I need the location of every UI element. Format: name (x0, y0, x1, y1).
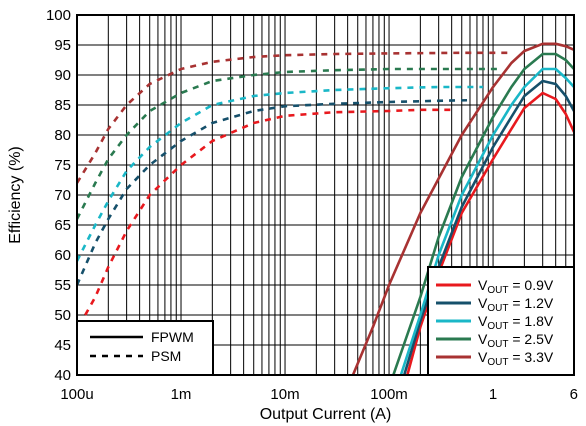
y-tick-label: 40 (54, 367, 71, 384)
y-tick-label: 75 (54, 157, 71, 174)
x-tick-label: 6 (570, 386, 578, 403)
tick-labels: 40 45 50 55 60 65 70 75 80 85 90 95 100 100u 1m 10m 100m… (46, 7, 578, 403)
legend-entry-label: VOUT = 3.3V (478, 349, 554, 368)
series-line-2p5v-fpwm (392, 52, 574, 375)
y-tick-label: 55 (54, 277, 71, 294)
series-line-3p3v-psm (77, 51, 512, 184)
y-tick-label: 85 (54, 97, 71, 114)
y-tick-label: 100 (46, 7, 71, 24)
y-tick-label: 70 (54, 187, 71, 204)
x-tick-label: 1m (171, 386, 192, 403)
y-tick-label: 45 (54, 337, 71, 354)
y-tick-label: 95 (54, 37, 71, 54)
series-line-1p2v-psm (77, 98, 471, 286)
series-line-1p8v-psm (77, 85, 483, 262)
x-tick-label: 100u (60, 386, 93, 403)
y-tick-label: 65 (54, 217, 71, 234)
y-axis-label: Efficiency (%) (7, 146, 24, 244)
legend-entry-label: VOUT = 0.9V (478, 277, 554, 296)
y-tick-label: 80 (54, 127, 71, 144)
legend-mode-label: PSM (151, 348, 181, 364)
y-tick-label: 60 (54, 247, 71, 264)
x-tick-label: 1 (489, 386, 497, 403)
x-tick-label: 100m (370, 386, 408, 403)
legend-entry-label: VOUT = 1.8V (478, 313, 554, 332)
x-tick-label: 10m (270, 386, 299, 403)
series-line-3p3v-fpwm (351, 42, 574, 375)
legend-entry-label: VOUT = 1.2V (478, 295, 554, 314)
plot-frame (76, 14, 575, 376)
legend-entry-label: VOUT = 2.5V (478, 331, 554, 350)
x-axis-label: Output Current (A) (260, 406, 392, 423)
y-tick-label: 50 (54, 307, 71, 324)
legend-mode-label: FPWM (151, 329, 194, 345)
legend-mode: FPWM PSM (76, 320, 214, 376)
legend-mode-box (76, 320, 214, 376)
y-tick-label: 90 (54, 67, 71, 84)
series-line-0p9v-psm (84, 108, 452, 316)
